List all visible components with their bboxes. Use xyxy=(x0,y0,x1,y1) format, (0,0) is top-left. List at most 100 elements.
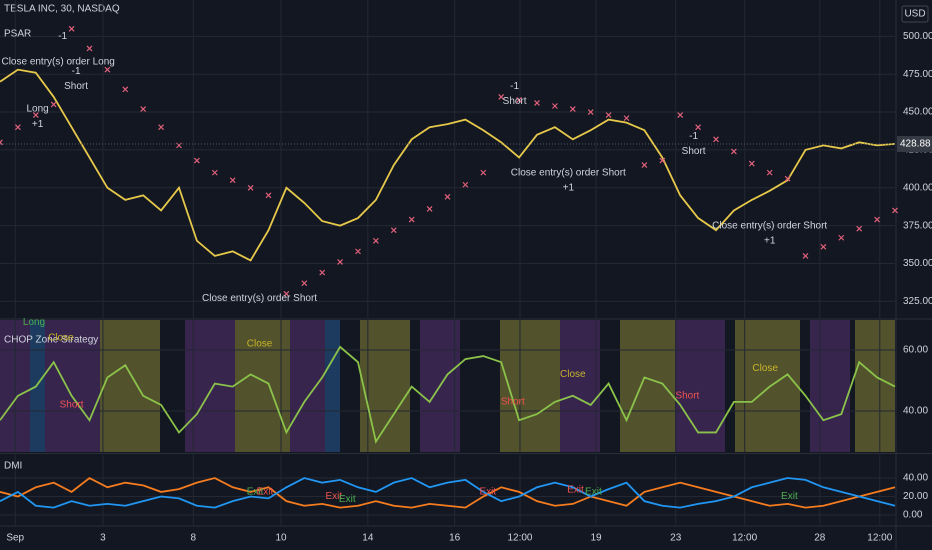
annotation: Long xyxy=(26,104,48,115)
psar-point xyxy=(462,181,469,188)
annotation: Exit xyxy=(247,487,264,498)
series-line xyxy=(0,477,896,509)
annotation: Exit xyxy=(325,491,342,502)
psar-point xyxy=(122,86,129,93)
psar-point xyxy=(193,157,200,164)
annotation: -1 xyxy=(689,131,698,142)
annotation: Close xyxy=(752,363,778,374)
psar-point xyxy=(784,175,791,182)
x-tick-label: 8 xyxy=(191,533,197,544)
y-tick-label: 40.00 xyxy=(903,473,928,484)
pane-title: CHOP Zone Strategy xyxy=(4,335,98,346)
series-line xyxy=(0,68,896,262)
x-tick-label: 10 xyxy=(275,533,287,544)
zone xyxy=(560,320,600,452)
annotation: +1 xyxy=(764,235,776,246)
zone xyxy=(810,320,850,452)
psar-point xyxy=(319,269,326,276)
y-tick-label: 475.00 xyxy=(903,69,932,80)
psar-point xyxy=(569,106,576,112)
zone xyxy=(500,320,560,452)
psar-point xyxy=(158,124,165,131)
psar-point xyxy=(874,216,881,223)
annotation: Exit xyxy=(479,487,496,498)
psar-point xyxy=(86,45,93,52)
psar-point xyxy=(355,248,361,255)
annotation: Short xyxy=(682,146,706,157)
annotation: -1 xyxy=(58,31,67,42)
psar-point xyxy=(68,25,75,32)
annotation: Close entry(s) order Long xyxy=(1,57,114,68)
y-tick-label: 450.00 xyxy=(903,107,932,118)
psar-point xyxy=(587,109,594,115)
psar-point xyxy=(516,97,523,103)
psar-point xyxy=(605,112,612,119)
psar-point xyxy=(283,290,290,297)
zone xyxy=(290,320,325,452)
psar-point xyxy=(14,124,21,131)
zone xyxy=(855,320,895,452)
y-tick-label: 0.00 xyxy=(903,510,923,521)
annotation: Exit xyxy=(781,491,798,502)
x-tick-label: 16 xyxy=(449,533,461,544)
psar-point xyxy=(856,225,863,232)
y-tick-label: 20.00 xyxy=(903,491,928,502)
psar-point xyxy=(104,66,111,73)
psar-point xyxy=(892,207,898,214)
zone xyxy=(30,320,45,452)
psar-point xyxy=(498,93,505,100)
x-tick-label: 12:00 xyxy=(732,533,757,544)
psar-point xyxy=(838,234,845,241)
last-price-box xyxy=(897,136,932,153)
annotation: Close entry(s) order Short xyxy=(202,293,317,304)
x-tick-label: 12:00 xyxy=(507,533,532,544)
x-tick-label: 19 xyxy=(591,533,603,544)
psar-point xyxy=(623,115,630,122)
annotation: Exit xyxy=(567,485,584,496)
psar-point xyxy=(265,192,272,199)
psar-point xyxy=(372,237,379,244)
psar-point xyxy=(820,243,827,250)
annotation: -1 xyxy=(72,66,81,77)
annotation: Exit xyxy=(585,487,602,498)
last-price-label: 428.88 xyxy=(900,139,931,150)
currency-box[interactable] xyxy=(901,5,929,23)
psar-point xyxy=(32,112,39,119)
zone xyxy=(620,320,675,452)
zone xyxy=(735,320,800,452)
y-tick-label: 350.00 xyxy=(903,258,932,269)
psar-point xyxy=(408,216,415,223)
zone xyxy=(325,320,340,452)
annotation: Close xyxy=(560,369,586,380)
x-tick-label: 28 xyxy=(814,533,826,544)
annotation: Close entry(s) order Short xyxy=(511,167,626,178)
annotation: Close entry(s) order Short xyxy=(712,220,827,231)
annotation: Short xyxy=(501,397,525,408)
annotation: Close xyxy=(48,332,74,343)
psar-point xyxy=(766,169,773,176)
currency[interactable]: USD xyxy=(904,9,925,20)
symbol-title: TESLA INC, 30, NASDAQ xyxy=(4,4,120,15)
annotation: +1 xyxy=(32,119,44,130)
y-tick-label: 60.00 xyxy=(903,345,928,356)
pane-title: DMI xyxy=(4,461,22,472)
y-tick-label: 40.00 xyxy=(903,406,928,417)
x-tick-label: 3 xyxy=(100,533,106,544)
y-tick-label: 400.00 xyxy=(903,182,932,193)
y-tick-label: 375.00 xyxy=(903,220,932,231)
psar-point xyxy=(247,184,254,191)
annotation: +1 xyxy=(563,182,575,193)
x-tick-label: 14 xyxy=(362,533,374,544)
psar-point xyxy=(444,193,451,200)
psar-point xyxy=(748,160,755,167)
series-line xyxy=(0,476,896,509)
psar-point xyxy=(0,139,3,146)
psar-point xyxy=(802,252,809,259)
annotation: Long xyxy=(23,317,45,328)
psar-point xyxy=(659,157,666,164)
psar-point xyxy=(730,148,737,155)
psar-point xyxy=(480,169,487,176)
psar-point xyxy=(211,169,218,176)
annotation: Short xyxy=(64,81,88,92)
